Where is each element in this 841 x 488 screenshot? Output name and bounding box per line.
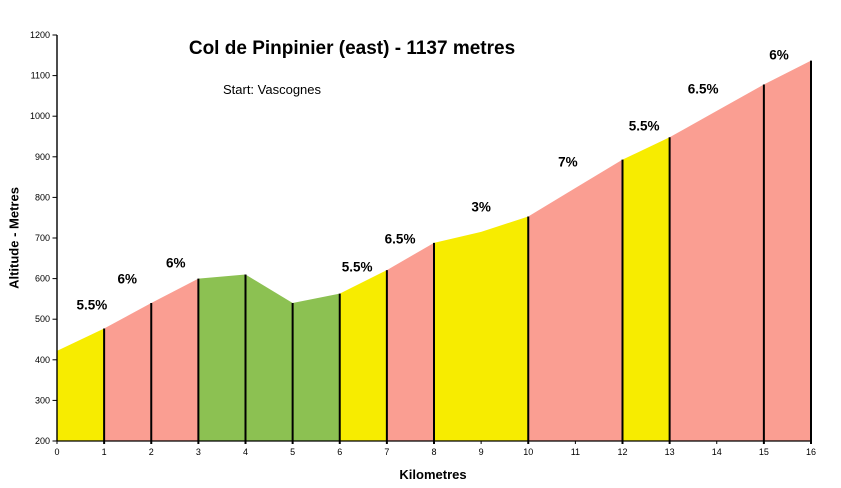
x-tick-label-1: 1 [102, 447, 107, 457]
gradient-label-1-2: 6% [117, 272, 137, 287]
gradient-label-8-10: 3% [471, 200, 491, 215]
y-tick-label-800: 800 [35, 192, 50, 202]
segment-area-4-5 [245, 274, 293, 442]
segment-area-8-10 [434, 216, 529, 442]
y-tick-label-1100: 1100 [31, 71, 50, 81]
y-tick-label-300: 300 [35, 395, 50, 405]
gradient-label-10-12: 7% [558, 155, 578, 170]
x-tick-label-13: 13 [665, 447, 675, 457]
segment-area-3-4 [198, 274, 246, 442]
y-tick-label-600: 600 [35, 274, 50, 284]
chart-subtitle: Start: Vascognes [222, 82, 322, 97]
segment-area-15-16 [763, 60, 811, 442]
x-tick-label-11: 11 [571, 447, 580, 457]
gradient-label-15-16: 6% [769, 47, 789, 62]
segment-area-7-8 [386, 242, 434, 442]
gradient-label-7-8: 6.5% [385, 231, 416, 246]
gradient-label-6-7: 5.5% [342, 259, 373, 274]
y-tick-label-1200: 1200 [30, 30, 50, 40]
y-tick-label-1000: 1000 [30, 111, 50, 121]
chart-title: Col de Pinpinier (east) - 1137 metres [188, 38, 516, 59]
y-tick-label-200: 200 [35, 436, 50, 446]
x-axis-label: Kilometres [399, 467, 467, 482]
x-tick-label-14: 14 [712, 447, 722, 457]
segment-area-0-1 [57, 328, 105, 442]
x-tick-label-7: 7 [384, 447, 389, 457]
x-tick-label-12: 12 [617, 447, 627, 457]
x-tick-label-9: 9 [479, 447, 484, 457]
x-tick-label-15: 15 [759, 447, 769, 457]
gradient-label-12-13: 5.5% [629, 118, 660, 133]
segment-area-2-3 [151, 278, 199, 442]
x-tick-label-0: 0 [54, 447, 59, 457]
x-tick-label-6: 6 [337, 447, 342, 457]
x-tick-label-16: 16 [806, 447, 816, 457]
x-tick-label-5: 5 [290, 447, 295, 457]
x-tick-label-3: 3 [196, 447, 201, 457]
y-tick-label-500: 500 [35, 314, 50, 324]
segment-area-10-12 [528, 159, 623, 442]
y-tick-label-400: 400 [35, 355, 50, 365]
gradient-label-2-3: 6% [166, 256, 186, 271]
segment-area-13-15 [669, 84, 764, 442]
segment-area-12-13 [622, 137, 670, 442]
y-tick-label-700: 700 [35, 233, 50, 243]
gradient-label-0-1: 5.5% [76, 297, 107, 312]
segment-area-6-7 [339, 270, 387, 442]
segment-area-1-2 [104, 302, 152, 442]
x-tick-label-10: 10 [523, 447, 533, 457]
gradient-label-13-15: 6.5% [688, 81, 719, 96]
y-tick-label-900: 900 [35, 152, 50, 162]
x-tick-label-8: 8 [431, 447, 436, 457]
x-tick-label-4: 4 [243, 447, 248, 457]
segment-area-5-6 [292, 293, 340, 442]
x-tick-label-2: 2 [149, 447, 154, 457]
